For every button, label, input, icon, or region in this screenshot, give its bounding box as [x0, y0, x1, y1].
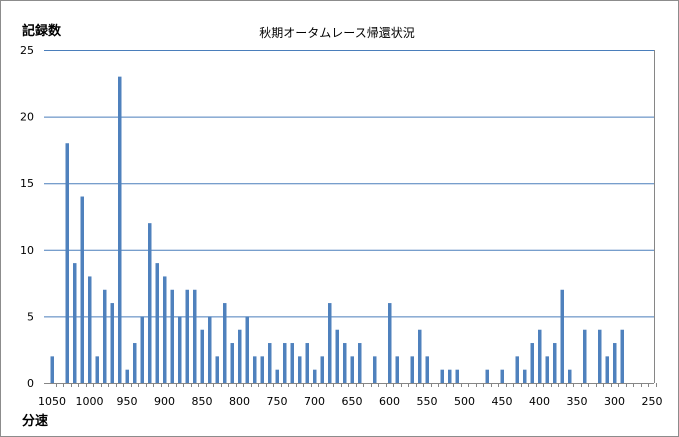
x-tick-label: 450 — [492, 395, 513, 408]
bar — [530, 343, 534, 383]
x-tick-label: 900 — [154, 395, 175, 408]
bar — [320, 356, 324, 383]
x-tick-label: 850 — [192, 395, 213, 408]
bar — [373, 356, 377, 383]
x-axis-label: 分速 — [22, 413, 48, 429]
bar — [133, 343, 137, 383]
x-tick-label: 650 — [342, 395, 363, 408]
bar — [215, 356, 219, 383]
bar — [283, 343, 287, 383]
bar — [208, 316, 212, 383]
bar — [65, 143, 69, 383]
y-tick-label: 15 — [20, 177, 34, 190]
bar — [200, 329, 204, 383]
bar — [185, 289, 189, 383]
x-tick-label: 1000 — [76, 395, 104, 408]
bar — [193, 289, 197, 383]
bar — [395, 356, 399, 383]
bar — [253, 356, 257, 383]
bar — [178, 316, 182, 383]
bar — [515, 356, 519, 383]
bar — [350, 356, 354, 383]
bar — [605, 356, 609, 383]
x-tick-label: 500 — [454, 395, 475, 408]
bar — [500, 369, 504, 383]
bar — [343, 343, 347, 383]
bar — [95, 356, 99, 383]
x-tick-label: 400 — [529, 395, 550, 408]
y-axis-label: 記録数 — [22, 23, 62, 39]
bar — [298, 356, 302, 383]
bar — [140, 316, 144, 383]
bar — [163, 276, 167, 383]
y-tick-label: 20 — [20, 111, 34, 124]
bar — [358, 343, 362, 383]
bar — [73, 263, 77, 383]
x-tick-label: 950 — [117, 395, 138, 408]
bar — [553, 343, 557, 383]
bar — [118, 76, 122, 383]
bar — [230, 343, 234, 383]
bar — [568, 369, 572, 383]
y-tick-label: 25 — [20, 44, 34, 57]
bar — [50, 356, 54, 383]
bar — [305, 343, 309, 383]
bar — [455, 369, 459, 383]
x-tick-label: 800 — [229, 395, 250, 408]
bar — [335, 329, 339, 383]
bar — [448, 369, 452, 383]
y-tick-label: 0 — [27, 377, 34, 390]
bar — [598, 329, 602, 383]
x-tick-label: 1050 — [38, 395, 66, 408]
bar — [245, 316, 249, 383]
bar — [440, 369, 444, 383]
bar — [418, 329, 422, 383]
bar — [110, 303, 114, 383]
x-tick-label: 550 — [417, 395, 438, 408]
bar — [425, 356, 429, 383]
bar — [583, 329, 587, 383]
bar — [260, 356, 264, 383]
bar — [538, 329, 542, 383]
bar — [523, 369, 527, 383]
bar — [88, 276, 92, 383]
chart-title: 秋期オータムレース帰還状況 — [259, 25, 414, 40]
x-tick-label: 250 — [642, 395, 663, 408]
bar — [103, 289, 107, 383]
bar — [328, 303, 332, 383]
bar — [155, 263, 159, 383]
bar — [313, 369, 317, 383]
bar — [560, 289, 564, 383]
bar — [485, 369, 489, 383]
bar — [545, 356, 549, 383]
y-tick-label: 10 — [20, 244, 34, 257]
y-tick-label: 5 — [27, 310, 34, 323]
x-tick-label: 300 — [604, 395, 625, 408]
bar — [223, 303, 227, 383]
x-tick-label: 750 — [267, 395, 288, 408]
bar — [410, 356, 414, 383]
bar — [290, 343, 294, 383]
bar — [170, 289, 174, 383]
bar — [125, 369, 129, 383]
x-tick-label: 600 — [379, 395, 400, 408]
bar — [238, 329, 242, 383]
bar — [613, 343, 617, 383]
x-tick-label: 700 — [304, 395, 325, 408]
x-tick-label: 350 — [567, 395, 588, 408]
bar — [148, 223, 152, 383]
bar — [80, 196, 84, 383]
bar — [275, 369, 279, 383]
bar — [620, 329, 624, 383]
bar — [268, 343, 272, 383]
bar — [388, 303, 392, 383]
